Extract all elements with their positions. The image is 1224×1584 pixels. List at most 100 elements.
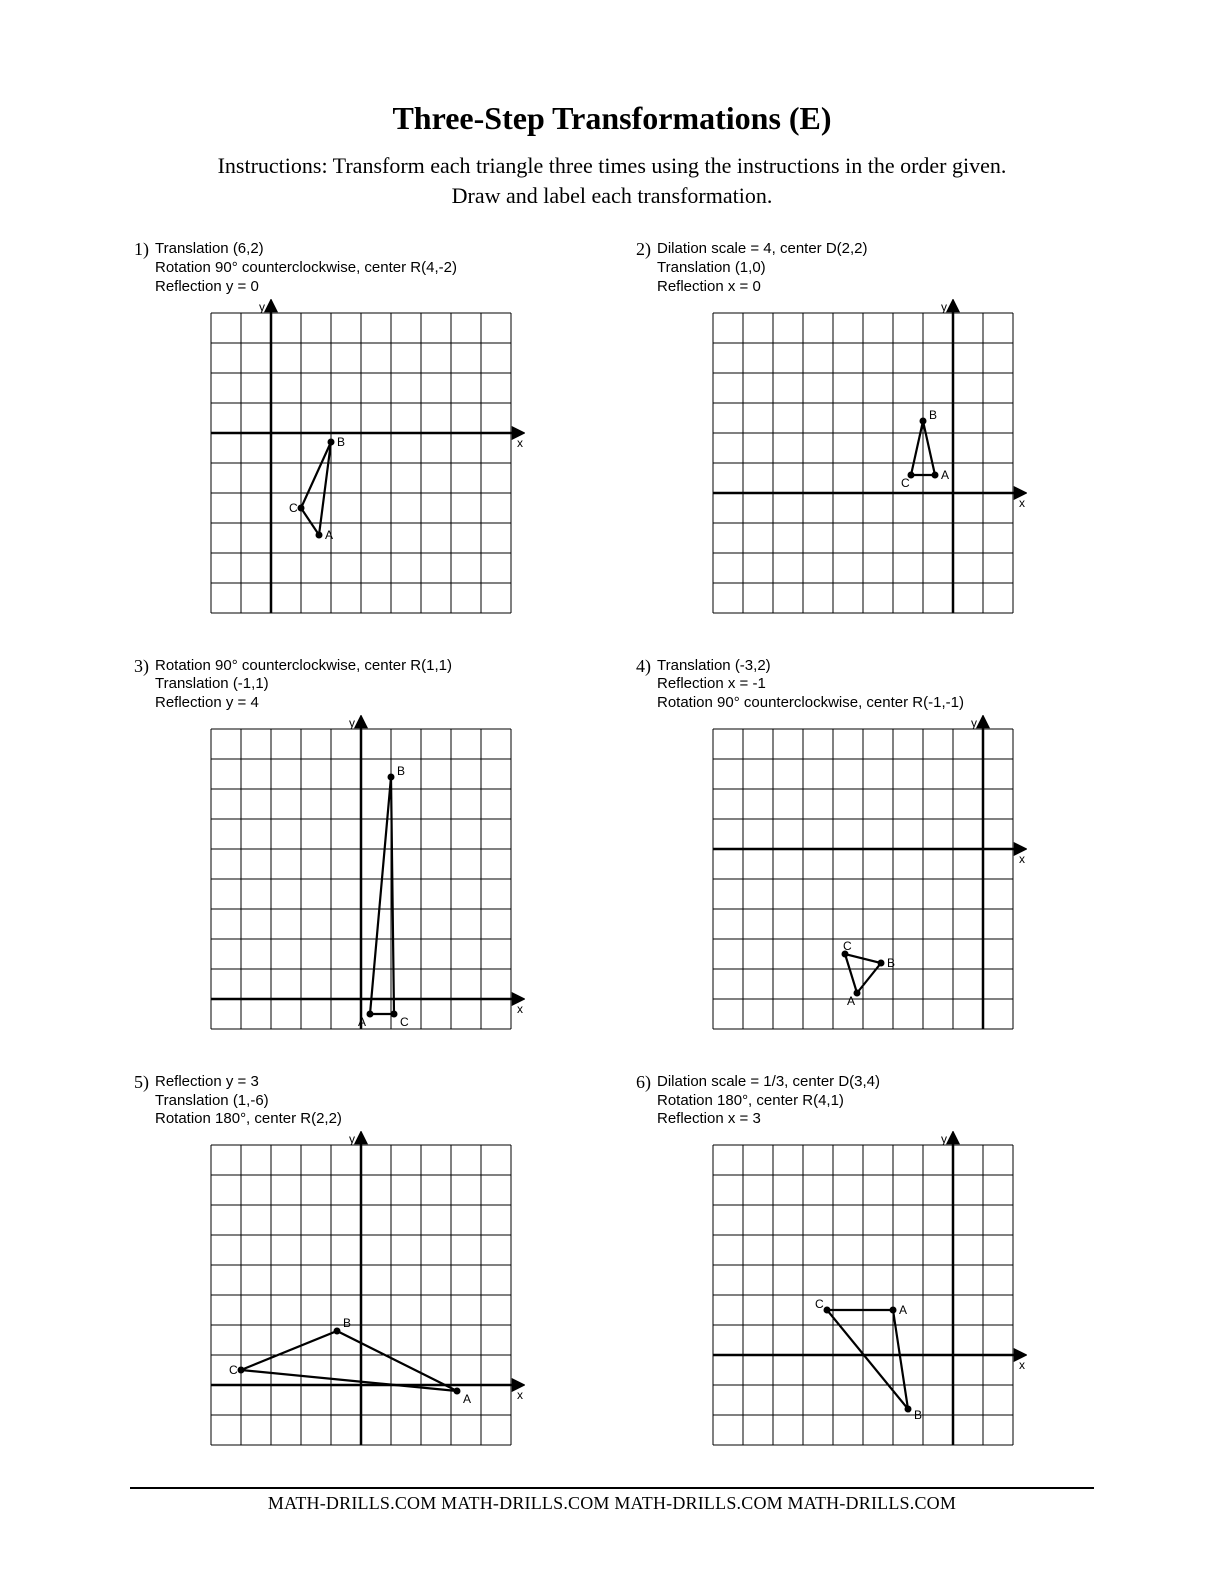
vertex-point (238, 1367, 245, 1374)
step-line: Translation (-3,2) (657, 657, 964, 676)
vertex-label: B (397, 764, 405, 778)
y-axis-label: y (259, 300, 265, 314)
problem-number: 1) (134, 240, 149, 260)
vertex-label: A (358, 1015, 366, 1029)
vertex-label: C (901, 476, 910, 490)
problem-4: 4) Translation (-3,2)Reflection x = -1Rot… (632, 657, 1094, 1043)
y-axis-label: y (971, 716, 977, 730)
problem-steps: Reflection y = 3Translation (1,-6)Rotati… (155, 1073, 342, 1129)
vertex-point (890, 1307, 897, 1314)
axes (211, 717, 523, 1029)
axes (713, 717, 1025, 1029)
triangle (370, 777, 394, 1014)
y-axis-label: y (349, 716, 355, 730)
x-axis-label: x (1019, 496, 1025, 510)
step-line: Reflection y = 0 (155, 278, 457, 297)
triangle (241, 1331, 457, 1391)
problem-steps: Translation (-3,2)Reflection x = -1Rotat… (657, 657, 964, 713)
problem-header: 1) Translation (6,2)Rotation 90° counterc… (134, 240, 592, 296)
step-line: Rotation 180°, center R(2,2) (155, 1110, 342, 1129)
problem-number: 6) (636, 1073, 651, 1093)
vertex-point (878, 959, 885, 966)
problem-2: 2) Dilation scale = 4, center D(2,2)Trans… (632, 240, 1094, 626)
problem-steps: Translation (6,2)Rotation 90° counterclo… (155, 240, 457, 296)
grid-wrap: xyABC (632, 715, 1094, 1043)
vertex-point (824, 1307, 831, 1314)
problem-steps: Dilation scale = 4, center D(2,2)Transla… (657, 240, 868, 296)
step-line: Rotation 90° counterclockwise, center R(… (155, 259, 457, 278)
vertex-label: C (229, 1363, 238, 1377)
vertex-point (298, 504, 305, 511)
axes (211, 1133, 523, 1445)
vertex-point (367, 1010, 374, 1017)
worksheet-page: Three-Step Transformations (E) Instructi… (0, 0, 1224, 1584)
axes (211, 301, 523, 613)
x-axis-label: x (517, 1002, 523, 1016)
step-line: Rotation 180°, center R(4,1) (657, 1092, 880, 1111)
axes (713, 1133, 1025, 1445)
problem-6: 6) Dilation scale = 1/3, center D(3,4)Rot… (632, 1073, 1094, 1459)
problem-steps: Dilation scale = 1/3, center D(3,4)Rotat… (657, 1073, 880, 1129)
grid-wrap: xyABC (130, 299, 592, 627)
step-line: Reflection x = 3 (657, 1110, 880, 1129)
step-line: Rotation 90° counterclockwise, center R(… (657, 694, 964, 713)
vertex-point (454, 1388, 461, 1395)
vertex-point (932, 471, 939, 478)
coordinate-grid: x y A B C (197, 715, 525, 1043)
vertex-label: B (887, 956, 895, 970)
grid-lines (713, 313, 1013, 613)
problem-header: 4) Translation (-3,2)Reflection x = -1Rot… (636, 657, 1094, 713)
vertex-point (316, 531, 323, 538)
axes (713, 301, 1025, 613)
problem-number: 4) (636, 657, 651, 677)
problem-header: 3) Rotation 90° counterclockwise, center … (134, 657, 592, 713)
step-line: Reflection y = 3 (155, 1073, 342, 1092)
vertex-label: A (899, 1303, 907, 1317)
problem-steps: Rotation 90° counterclockwise, center R(… (155, 657, 452, 713)
vertex-label: B (929, 408, 937, 422)
problems-grid: 1)Translation (6,2)Rotation 90° counterc… (130, 240, 1094, 1459)
vertex-label: A (941, 468, 949, 482)
problem-3: 3) Rotation 90° counterclockwise, center … (130, 657, 592, 1043)
x-axis-label: x (517, 1388, 523, 1402)
vertex-point (388, 773, 395, 780)
page-title: Three-Step Transformations (E) (130, 100, 1094, 137)
coordinate-grid: x y A B C (699, 299, 1027, 627)
y-axis-label: y (941, 300, 947, 314)
coordinate-grid: xyABC (699, 715, 1027, 1043)
step-line: Dilation scale = 1/3, center D(3,4) (657, 1073, 880, 1092)
step-line: Translation (-1,1) (155, 675, 452, 694)
coordinate-grid: xyABC (197, 299, 525, 627)
problem-1: 1) Translation (6,2)Rotation 90° counterc… (130, 240, 592, 626)
vertex-point (391, 1010, 398, 1017)
grid-wrap: x y A B C (130, 715, 592, 1043)
grid-wrap: xyABC (130, 1131, 592, 1459)
step-line: Dilation scale = 4, center D(2,2) (657, 240, 868, 259)
step-line: Translation (1,-6) (155, 1092, 342, 1111)
problem-5: 5) Reflection y = 3Translation (1,-6)Rota… (130, 1073, 592, 1459)
footer-rule (130, 1487, 1094, 1489)
footer-text: MATH-DRILLS.COM MATH-DRILLS.COM MATH-DRI… (130, 1493, 1094, 1514)
problem-number: 3) (134, 657, 149, 677)
x-axis-label: x (1019, 1358, 1025, 1372)
triangle (301, 442, 331, 535)
problem-header: 6) Dilation scale = 1/3, center D(3,4)Rot… (636, 1073, 1094, 1129)
instructions-line-2: Draw and label each transformation. (452, 183, 773, 208)
step-line: Reflection x = 0 (657, 278, 868, 297)
grid-lines (713, 1145, 1013, 1445)
problem-header: 5) Reflection y = 3Translation (1,-6)Rota… (134, 1073, 592, 1129)
vertex-label: A (847, 994, 855, 1008)
vertex-label: C (289, 501, 298, 515)
vertex-label: B (914, 1408, 922, 1422)
problem-number: 5) (134, 1073, 149, 1093)
vertex-label: C (400, 1015, 409, 1029)
vertex-label: C (815, 1297, 824, 1311)
problem-number: 2) (636, 240, 651, 260)
x-axis-label: x (1019, 852, 1025, 866)
coordinate-grid: xyABC (197, 1131, 525, 1459)
grid-lines (211, 313, 511, 613)
problem-header: 2) Dilation scale = 4, center D(2,2)Trans… (636, 240, 1094, 296)
step-line: Reflection y = 4 (155, 694, 452, 713)
step-line: Translation (6,2) (155, 240, 457, 259)
vertex-point (328, 438, 335, 445)
